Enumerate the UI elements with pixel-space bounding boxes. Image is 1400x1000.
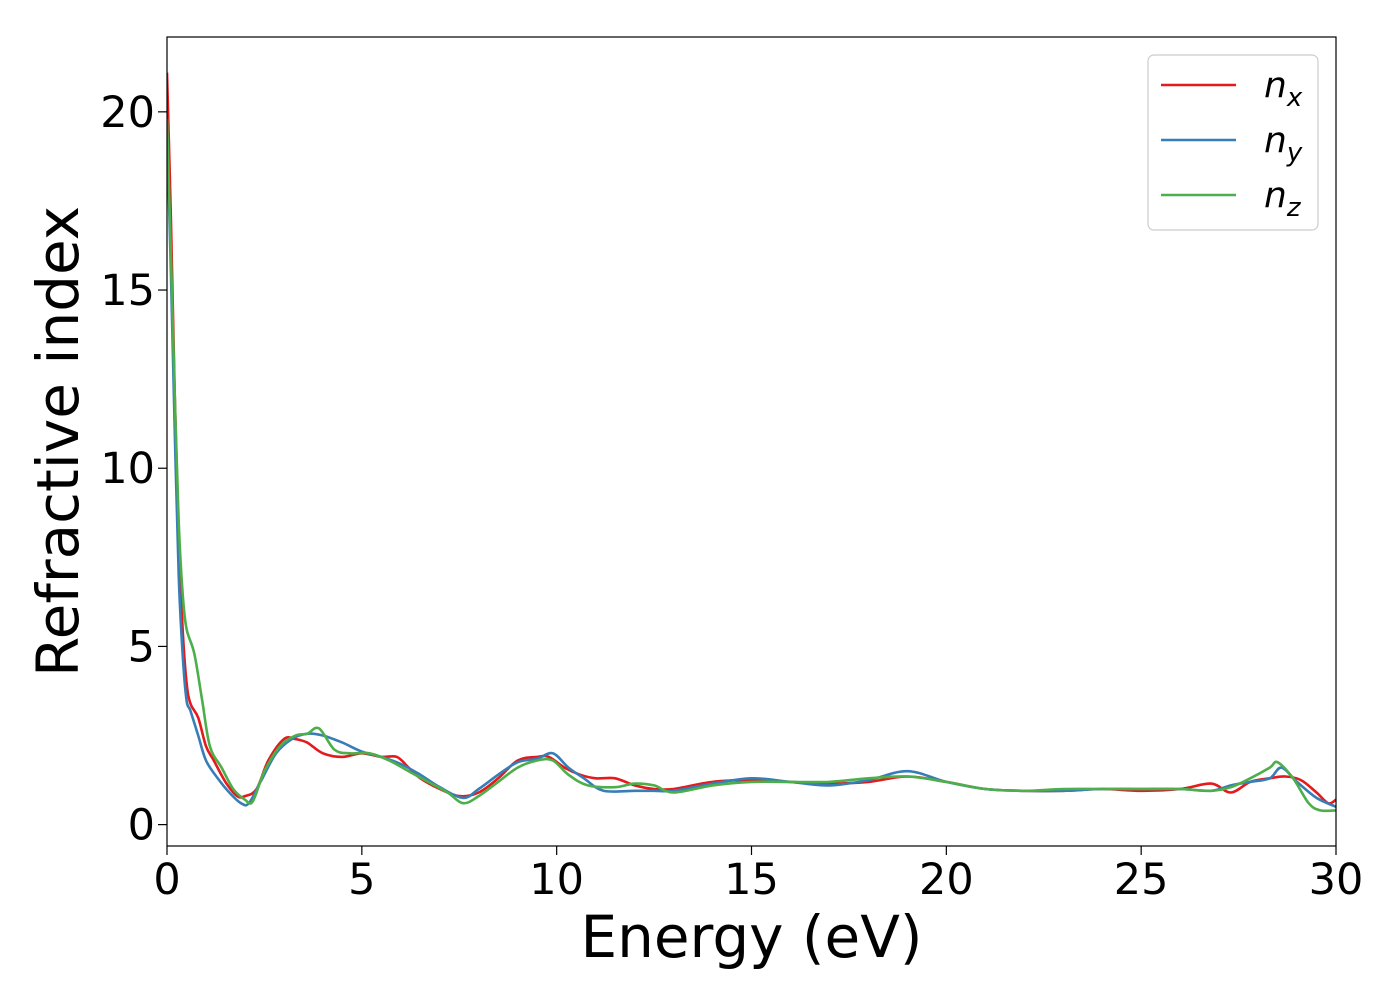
legend-label-x: nx xyxy=(1264,65,1303,113)
legend-label-base: n xyxy=(1264,120,1287,161)
y-tick-label: 10 xyxy=(100,444,155,494)
series-line-n-x xyxy=(167,72,1336,805)
series-layer xyxy=(167,72,1336,813)
x-tick-label: 15 xyxy=(724,855,779,905)
y-tick-label: 15 xyxy=(100,266,155,316)
x-tick-label: 25 xyxy=(1114,855,1169,905)
legend-label-y: ny xyxy=(1264,120,1303,168)
x-tick-label: 10 xyxy=(529,855,584,905)
legend-label-base: n xyxy=(1264,65,1287,106)
x-tick-label: 20 xyxy=(919,855,974,905)
x-tick-label: 30 xyxy=(1309,855,1364,905)
plot-area xyxy=(167,37,1336,846)
x-tick-label: 5 xyxy=(348,855,375,905)
y-axis: 0 5 10 15 20 xyxy=(100,88,167,851)
y-tick-label: 5 xyxy=(128,622,155,672)
series-line-n-z xyxy=(167,118,1336,813)
legend-label-subscript: y xyxy=(1286,138,1303,168)
legend-label-subscript: z xyxy=(1286,193,1302,223)
y-tick-label: 0 xyxy=(128,801,155,851)
legend-label-z: nz xyxy=(1264,175,1302,223)
y-tick-label: 20 xyxy=(100,88,155,138)
legend-label-subscript: x xyxy=(1286,83,1303,113)
x-axis: 0 5 10 15 20 25 30 xyxy=(153,846,1363,905)
legend-label-base: n xyxy=(1264,175,1287,216)
x-axis-title: Energy (eV) xyxy=(580,903,922,971)
x-tick-label: 0 xyxy=(153,855,180,905)
y-axis-title: Refractive index xyxy=(24,206,92,677)
legend-box xyxy=(1147,54,1319,231)
